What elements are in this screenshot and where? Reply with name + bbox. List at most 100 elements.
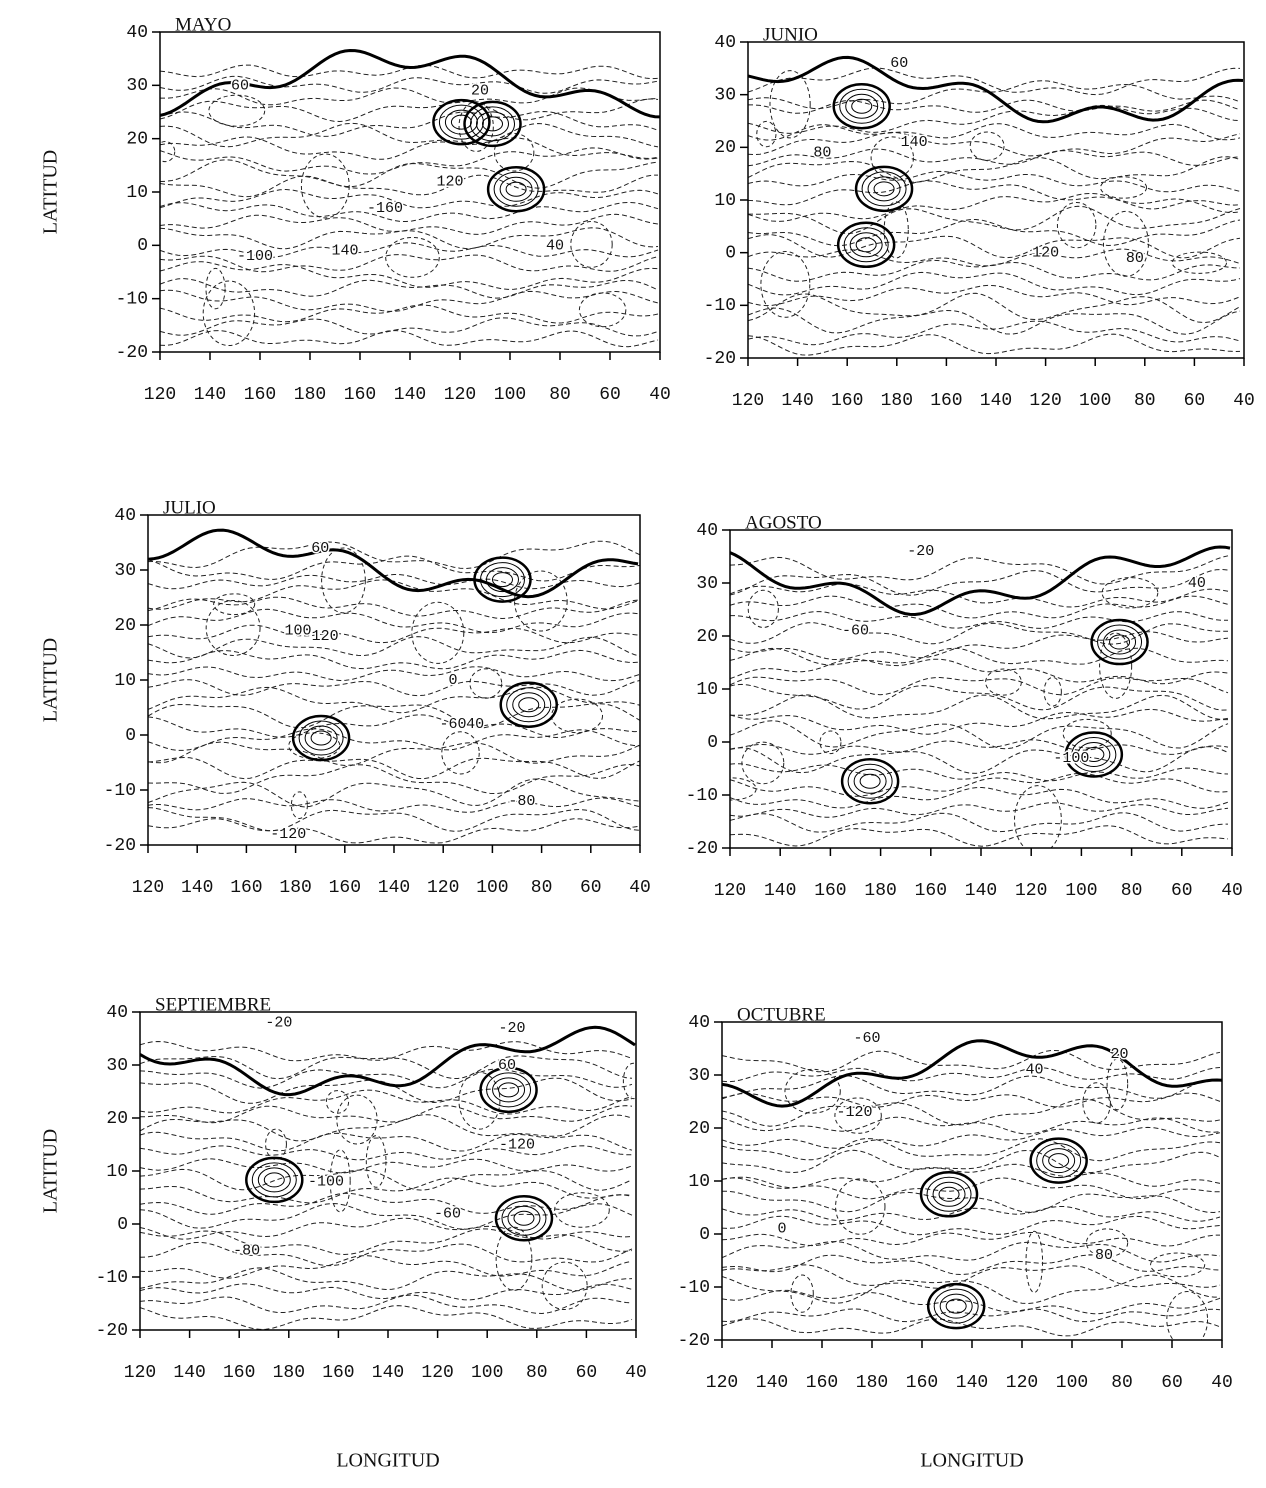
contour-loop xyxy=(498,1082,520,1098)
y-tick-label: 20 xyxy=(696,627,718,647)
x-tick-label: 140 xyxy=(965,881,997,901)
y-tick-label: 30 xyxy=(126,76,148,96)
contour-loop xyxy=(325,1090,350,1114)
x-tick-label: 40 xyxy=(625,1363,647,1383)
contour-loop xyxy=(1025,1230,1044,1293)
contour-label: -80 xyxy=(1086,1247,1113,1264)
contour-line xyxy=(140,1105,633,1124)
contours xyxy=(730,545,1231,848)
contour-line xyxy=(730,647,1229,666)
contour-label: 0 xyxy=(777,1221,786,1238)
contour-loop xyxy=(304,725,338,751)
x-tick-label: 140 xyxy=(194,385,226,405)
contour-line xyxy=(148,540,640,570)
x-tick-label: 160 xyxy=(814,881,846,901)
contour-line xyxy=(748,148,1241,167)
x-tick-label: 60 xyxy=(1161,1373,1183,1393)
contour-loop xyxy=(495,1226,533,1291)
contour-line xyxy=(140,1158,633,1174)
contour-loop xyxy=(939,1293,973,1319)
x-tick-label: 80 xyxy=(526,1363,548,1383)
contour-loop xyxy=(541,1261,588,1311)
contour-line xyxy=(730,802,1229,818)
contour-label: 40 xyxy=(1025,1062,1043,1079)
contour-loop xyxy=(1048,1153,1070,1169)
contour-line xyxy=(722,1066,1221,1083)
contour-line xyxy=(148,714,640,739)
contour-label: 40 xyxy=(546,237,564,254)
contour-loop xyxy=(932,1181,966,1207)
contour-loop xyxy=(491,572,513,588)
contour-line xyxy=(140,1168,633,1191)
contour-line xyxy=(148,624,640,644)
contour-loop xyxy=(854,165,914,213)
y-tick-label: 40 xyxy=(696,521,718,541)
contour-line xyxy=(722,1232,1221,1247)
contour-loop xyxy=(444,109,478,135)
y-tick-label: -10 xyxy=(116,289,148,309)
contour-label: 60 xyxy=(311,540,329,557)
contour-loop xyxy=(784,1068,841,1114)
contour-line xyxy=(748,131,1241,157)
contour-loop xyxy=(518,697,540,713)
x-tick-label: 120 xyxy=(124,1363,156,1383)
contour-line xyxy=(160,159,659,189)
contour-line xyxy=(148,763,640,795)
x-tick-label: 120 xyxy=(1015,881,1047,901)
x-tick-label: 140 xyxy=(956,1373,988,1393)
y-tick-label: 0 xyxy=(725,243,736,263)
contour-label: 140 xyxy=(901,134,928,151)
contour-label: 120 xyxy=(436,173,463,190)
y-tick-label: 10 xyxy=(688,1172,710,1192)
contour-line xyxy=(730,683,1229,711)
contour-loop xyxy=(834,1097,882,1134)
contour-line xyxy=(730,720,1229,750)
contour-line xyxy=(748,99,1241,114)
x-tick-label: 120 xyxy=(732,391,764,411)
contour-label: -100 xyxy=(308,1174,344,1191)
contour-line xyxy=(748,67,1241,96)
y-tick-label: -10 xyxy=(678,1278,710,1298)
contours xyxy=(140,1025,636,1330)
contour-loop xyxy=(1014,785,1062,848)
y-tick-label: 0 xyxy=(699,1225,710,1245)
contour-line xyxy=(140,1077,633,1104)
contour-loop xyxy=(208,94,266,127)
x-tick-label: 60 xyxy=(580,878,602,898)
contour-label: -100 xyxy=(1053,750,1089,767)
contour-loop xyxy=(365,1135,387,1188)
contour-loop xyxy=(202,280,256,347)
plot-frame xyxy=(747,41,1245,359)
x-tick-label: 140 xyxy=(756,1373,788,1393)
y-tick-label: 10 xyxy=(106,1162,128,1182)
x-tick-label: 180 xyxy=(294,385,326,405)
contour-line xyxy=(730,631,1229,661)
contour-line xyxy=(140,1089,633,1115)
contour-loop xyxy=(843,227,889,263)
x-tick-label: 140 xyxy=(980,391,1012,411)
contours xyxy=(160,48,660,348)
contour-label: -60 xyxy=(842,623,869,640)
contour-loop xyxy=(861,171,907,207)
contour-line xyxy=(140,1202,633,1230)
contour-line xyxy=(730,739,1229,755)
contour-line xyxy=(722,1149,1221,1174)
contour-label: 80 xyxy=(813,145,831,162)
contour-line xyxy=(730,825,1229,847)
y-tick-label: 0 xyxy=(707,733,718,753)
contour-line xyxy=(140,1305,633,1330)
contour-line xyxy=(160,254,659,273)
contour-loop xyxy=(867,176,901,202)
contour-loop xyxy=(840,757,900,805)
contour-line xyxy=(748,104,1241,134)
contour-label: 120 xyxy=(1032,245,1059,262)
contour-label: 20 xyxy=(1110,1046,1128,1063)
x-tick-label: 180 xyxy=(273,1363,305,1383)
x-tick-label: 60 xyxy=(576,1363,598,1383)
contour-line xyxy=(730,676,1229,696)
contour-loop xyxy=(514,570,568,632)
contour-loop xyxy=(847,763,893,799)
contour-line xyxy=(140,1040,633,1062)
contour-line xyxy=(722,1075,1221,1099)
contour-line xyxy=(148,756,640,780)
